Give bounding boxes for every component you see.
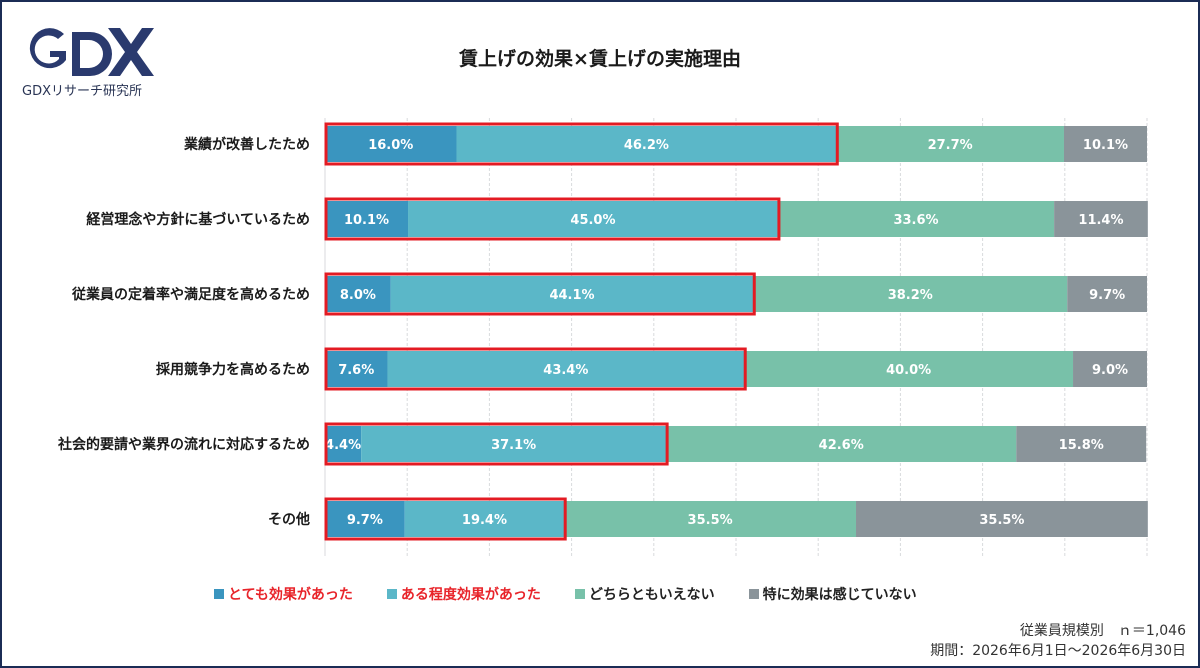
legend-item-neutral: どちらともいえない bbox=[574, 584, 715, 604]
data-label: 46.2% bbox=[624, 138, 669, 153]
data-label: 38.2% bbox=[888, 288, 933, 303]
data-label: 45.0% bbox=[570, 213, 615, 228]
data-label: 42.6% bbox=[819, 438, 864, 453]
data-label: 15.8% bbox=[1059, 438, 1104, 453]
data-label: 16.0% bbox=[368, 138, 413, 153]
logo-subtitle: GDXリサーチ研究所 bbox=[22, 84, 142, 99]
highlight-box bbox=[324, 122, 839, 166]
data-label: 9.7% bbox=[347, 513, 383, 528]
highlight-box bbox=[324, 422, 669, 466]
data-label: 11.4% bbox=[1078, 213, 1123, 228]
bar-segment bbox=[1067, 276, 1147, 312]
chart-title: 賃上げの効果×賃上げの実施理由 bbox=[459, 48, 741, 70]
bar-segment bbox=[387, 351, 745, 387]
bar-segment bbox=[1054, 201, 1148, 237]
data-label: 19.4% bbox=[462, 513, 507, 528]
bar-segment bbox=[408, 201, 778, 237]
data-label: 35.5% bbox=[979, 513, 1024, 528]
data-label: 9.0% bbox=[1092, 363, 1128, 378]
legend: とても効果があった ある程度効果があった どちらともいえない 特に効果は感じてい… bbox=[214, 584, 917, 604]
legend-item-not-effective: 特に効果は感じていない bbox=[748, 584, 917, 604]
bar-segment bbox=[744, 351, 1074, 387]
bar-segment bbox=[325, 351, 388, 387]
category-label: 従業員の定着率や満足度を高めるため bbox=[71, 286, 310, 303]
legend-swatch bbox=[748, 589, 759, 599]
category-label: 採用競争力を高めるため bbox=[156, 361, 310, 378]
data-label: 33.6% bbox=[893, 213, 938, 228]
bar-segment bbox=[856, 501, 1148, 537]
data-label: 7.6% bbox=[338, 363, 374, 378]
data-label: 4.4% bbox=[325, 438, 361, 453]
bar-segment bbox=[325, 201, 409, 237]
bar-segment bbox=[777, 201, 1055, 237]
data-label: 37.1% bbox=[491, 438, 536, 453]
highlight-box bbox=[324, 347, 747, 391]
sample-size-note: 従業員規模別 ｎ＝1,046 bbox=[1019, 623, 1186, 639]
bar-segment bbox=[456, 126, 837, 162]
bar-segment bbox=[390, 276, 754, 312]
data-label: 27.7% bbox=[928, 138, 973, 153]
bar-segment bbox=[325, 426, 362, 462]
bar-segment bbox=[836, 126, 1064, 162]
legend-label: ある程度効果があった bbox=[400, 587, 541, 603]
legend-swatch bbox=[386, 589, 397, 599]
legend-label: どちらともいえない bbox=[588, 587, 715, 603]
highlight-box bbox=[324, 197, 781, 241]
legend-label: とても効果があった bbox=[228, 587, 353, 603]
bar-segment bbox=[325, 126, 457, 162]
bar-segment bbox=[564, 501, 857, 537]
bar-segment bbox=[1063, 126, 1147, 162]
bar-segment bbox=[1016, 426, 1147, 462]
category-label: 業績が改善したため bbox=[183, 136, 310, 153]
legend-item-very-effective: とても効果があった bbox=[214, 584, 353, 604]
category-label: 経営理念や方針に基づいているため bbox=[86, 211, 310, 228]
bar-segment bbox=[666, 426, 1017, 462]
bar-segment bbox=[753, 276, 1068, 312]
legend-swatch bbox=[574, 589, 585, 599]
bar-segment bbox=[325, 276, 391, 312]
legend-label: 特に効果は感じていない bbox=[762, 587, 917, 603]
data-label: 10.1% bbox=[1083, 138, 1128, 153]
data-label: 35.5% bbox=[688, 513, 733, 528]
bar-segment bbox=[1073, 351, 1147, 387]
category-label: その他 bbox=[268, 511, 310, 528]
highlight-box bbox=[324, 497, 567, 541]
stacked-bar-chart: 業績が改善したため 16.0% 46.2% 27.7% 10.1% 経営理念や方針に基づい… bbox=[57, 118, 1148, 556]
legend-swatch bbox=[214, 589, 224, 599]
bar-segment bbox=[325, 501, 405, 537]
data-label: 43.4% bbox=[543, 363, 588, 378]
highlight-box bbox=[324, 272, 756, 316]
legend-item-somewhat-effective: ある程度効果があった bbox=[386, 584, 541, 604]
period-note: 期間：2026年6月1日～2026年6月30日 bbox=[930, 643, 1186, 659]
data-label: 44.1% bbox=[549, 288, 594, 303]
bar-segment bbox=[361, 426, 667, 462]
data-label: 8.0% bbox=[340, 288, 376, 303]
bar-segment bbox=[404, 501, 565, 537]
gdx-logo: GDXリサーチ研究所 bbox=[20, 24, 170, 104]
data-label: 9.7% bbox=[1089, 288, 1125, 303]
data-label: 40.0% bbox=[886, 363, 931, 378]
data-label: 10.1% bbox=[344, 213, 389, 228]
category-label: 社会的要請や業界の流れに対応するため bbox=[57, 436, 310, 453]
gdx-logo-mark bbox=[29, 28, 154, 76]
